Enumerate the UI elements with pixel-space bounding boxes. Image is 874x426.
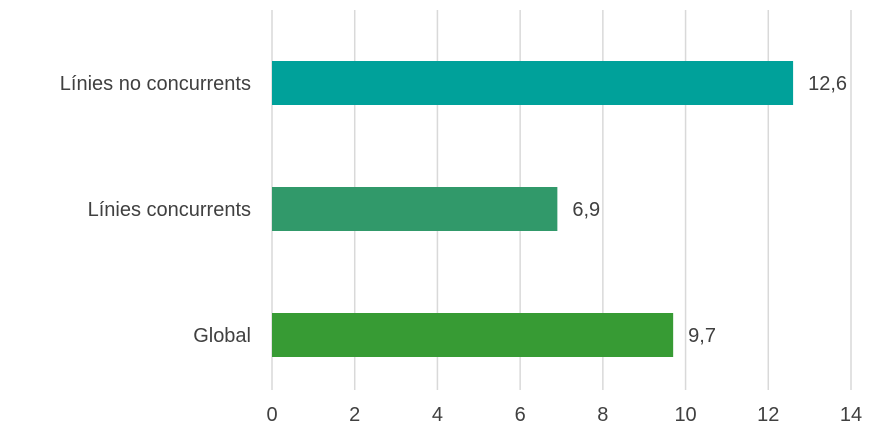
tick-label-14: 14 bbox=[840, 404, 862, 426]
category-labels: Línies no concurrents Línies concurrents G… bbox=[60, 73, 251, 347]
tick-label-0: 0 bbox=[266, 404, 277, 426]
tick-label-8: 8 bbox=[597, 404, 608, 426]
value-label-1: 6,9 bbox=[572, 199, 600, 221]
bar-1 bbox=[272, 187, 558, 231]
tick-label-10: 10 bbox=[674, 404, 696, 426]
value-labels: 12,6 6,9 9,7 bbox=[572, 73, 847, 347]
bar-2 bbox=[272, 313, 674, 357]
value-label-0: 12,6 bbox=[808, 73, 847, 95]
tick-label-2: 2 bbox=[349, 404, 360, 426]
tick-label-4: 4 bbox=[432, 404, 443, 426]
tick-label-6: 6 bbox=[515, 404, 526, 426]
bars bbox=[272, 61, 794, 357]
tick-label-12: 12 bbox=[757, 404, 779, 426]
category-label-0: Línies no concurrents bbox=[60, 73, 251, 95]
category-label-2: Global bbox=[193, 325, 251, 347]
value-label-2: 9,7 bbox=[688, 325, 716, 347]
bar-0 bbox=[272, 61, 794, 105]
category-label-1: Línies concurrents bbox=[88, 199, 251, 221]
x-axis-tick-labels: 0 2 4 6 8 10 12 14 bbox=[266, 404, 862, 426]
